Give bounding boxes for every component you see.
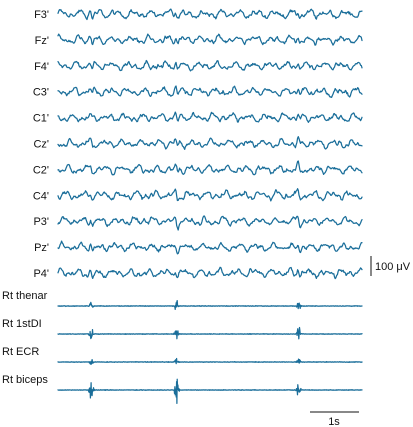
eeg-trace-c2 (57, 160, 363, 176)
eeg-trace-cz (57, 136, 363, 151)
eeg-trace-f4 (57, 59, 363, 72)
channel-label-fz: Fz' (35, 35, 49, 47)
channel-label-f3: F3' (34, 9, 49, 21)
emg-trace-rt-thenar (57, 299, 363, 311)
channel-label-pz: Pz' (34, 242, 49, 254)
eeg-trace-f3 (57, 8, 363, 21)
channel-label-cz: Cz' (33, 139, 49, 151)
eeg-trace-pz (57, 240, 363, 255)
eeg-trace-c3 (57, 85, 363, 99)
channel-label-f4: F4' (34, 61, 49, 73)
eeg-trace-p4 (57, 266, 363, 280)
channel-label-rt-ecr: Rt ECR (2, 346, 39, 358)
channel-label-p3: P3' (33, 216, 49, 228)
time-scale-bar: 1s (310, 411, 359, 427)
eeg-trace-p3 (57, 215, 363, 231)
channel-labels: F3' Fz' F4' C3' C1' Cz' C2' C4' P3' Pz' P4' Rt then… (2, 9, 49, 386)
time-scale-label: 1s (328, 416, 340, 427)
channel-label-c2: C2' (33, 164, 49, 176)
channel-label-rt-1stdi: Rt 1stDI (2, 318, 42, 330)
emg-trace-rt-ecr (57, 357, 363, 365)
emg-trace-rt-biceps (57, 378, 363, 405)
channel-traces (57, 8, 363, 405)
channel-label-c1: C1' (33, 113, 49, 125)
eeg-trace-c1 (57, 111, 363, 123)
emg-trace-rt-1stdi (57, 326, 363, 340)
eeg-trace-c4 (57, 188, 363, 202)
channel-label-c3: C3' (33, 87, 49, 99)
channel-label-rt-biceps: Rt biceps (2, 374, 48, 386)
channel-label-c4: C4' (33, 190, 49, 202)
channel-label-p4: P4' (33, 268, 49, 280)
amplitude-scale-label: 100 μV (375, 261, 411, 273)
amplitude-scale-bar: 100 μV (370, 256, 411, 276)
channel-label-rt-thenar: Rt thenar (2, 290, 48, 302)
eeg-trace-fz (57, 33, 363, 46)
